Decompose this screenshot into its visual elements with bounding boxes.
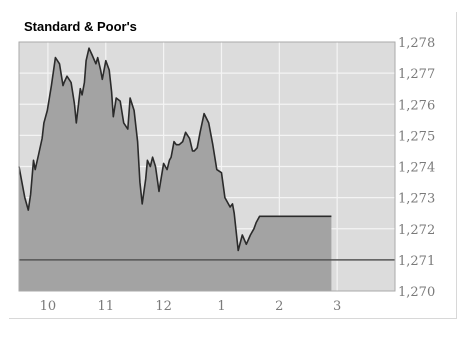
y-tick-label: 1,270 [398,285,435,300]
x-tick-label: 3 [333,299,341,314]
y-tick-label: 1,278 [398,36,435,51]
x-tick-label: 2 [275,299,283,314]
chart-title: Standard & Poor's [24,19,137,34]
y-axis: 1,278 1,277 1,276 1,275 1,274 1,273 1,272 1,271… [398,36,435,300]
x-tick-label: 12 [155,299,172,314]
x-tick-label: 11 [97,299,114,314]
series-line [18,47,332,252]
y-tick-label: 1,275 [398,129,435,144]
plot-border [18,41,396,292]
x-tick-label: 1 [217,299,225,314]
y-tick-label: 1,274 [398,161,435,176]
y-tick-label: 1,277 [398,67,435,82]
x-axis: 10 11 12 1 2 3 [40,299,342,314]
y-tick-label: 1,273 [398,192,435,207]
y-tick-label: 1,276 [398,98,435,113]
y-tick-label: 1,272 [398,223,435,238]
y-tick-label: 1,271 [398,254,435,269]
x-tick-label: 10 [40,299,57,314]
